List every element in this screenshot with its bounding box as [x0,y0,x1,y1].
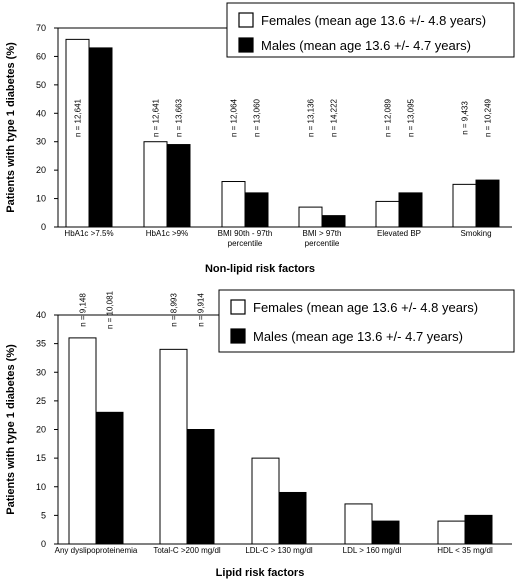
category-label: HDL < 35 mg/dl [437,546,493,555]
legend-box [218,289,515,353]
category-label: HbA1c >9% [146,229,188,238]
bar-males [95,411,124,545]
bar-females [159,348,188,545]
category-label: percentile [305,239,340,248]
n-label: n = 9,148 [79,293,88,327]
bar-females [68,337,97,545]
y-tick-label: 40 [36,108,46,118]
n-label: n = 12,641 [74,98,83,137]
legend-box [226,2,515,58]
bar-males [278,491,307,545]
n-label: n = 9,914 [197,293,206,327]
y-tick-label: 30 [36,137,46,147]
y-tick-label: 0 [41,222,46,232]
y-tick-label: 20 [36,165,46,175]
bar-females [221,181,246,228]
bar-females [251,457,280,545]
category-label: HbA1c >7.5% [64,229,113,238]
n-label: n = 10,081 [106,290,115,329]
n-label: n = 13,663 [175,98,184,137]
n-label: n = 13,136 [307,98,316,137]
x-axis-title: Lipid risk factors [216,567,305,579]
bar-males [475,179,500,228]
y-tick-label: 60 [36,51,46,61]
n-label: n = 13,663 [97,98,106,137]
n-label: n = 12,641 [152,98,161,137]
legend: Females (mean age 13.6 +/- 4.8 years) Mal… [218,289,515,353]
chart-panel-1: 0 10 20 30 40 50 60 70 Patients with type 1 diab… [5,2,515,275]
bar-males [398,192,423,228]
category-label: Smoking [460,229,491,238]
y-tick-label: 40 [36,310,46,320]
y-tick-label: 10 [36,482,46,492]
bar-females [298,206,323,228]
n-label: n = 8,993 [170,293,179,327]
bar-males [186,429,215,545]
bar-females [344,503,373,545]
n-label: n = 13,095 [407,98,416,137]
bar-females [452,183,477,228]
n-label: n = 12,064 [230,98,239,137]
bar-males [88,47,113,228]
y-tick-label: 50 [36,80,46,90]
legend-label: Males (mean age 13.6 +/- 4.7 years) [253,329,463,344]
legend-swatch-males [230,328,246,344]
legend-label: Females (mean age 13.6 +/- 4.8 years) [261,13,486,28]
bar-males [244,192,269,228]
category-label: percentile [228,239,263,248]
legend-swatch-females [230,299,246,315]
x-axis-title: Non-lipid risk factors [205,263,315,275]
category-label: BMI 90th - 97th [218,229,273,238]
y-tick-label: 10 [36,194,46,204]
legend-label: Males (mean age 13.6 +/- 4.7 years) [261,38,471,53]
legend-swatch-females [238,12,254,28]
bar-males [371,520,400,545]
category-label: Any dyslipoproteinemia [55,546,138,555]
chart-panel-2: 0 5 10 15 20 25 30 35 40 Patients with type 1 dia… [5,289,515,579]
y-tick-label: 20 [36,425,46,435]
n-label: n = 9,433 [461,101,470,135]
legend: Females (mean age 13.6 +/- 4.8 years) Mal… [226,2,515,58]
y-tick-label: 0 [41,539,46,549]
legend-swatch-males [238,37,254,53]
category-label: Total-C >200 mg/dl [153,546,221,555]
category-label: LDL > 160 mg/dl [343,546,402,555]
bar-females [143,141,168,228]
y-axis-title: Patients with type 1 diabetes (%) [5,42,17,213]
y-tick-label: 30 [36,367,46,377]
y-tick-label: 70 [36,23,46,33]
y-tick-label: 35 [36,339,46,349]
bar-males [321,215,346,228]
legend-label: Females (mean age 13.6 +/- 4.8 years) [253,300,478,315]
bar-males [166,144,191,228]
y-axis-title: Patients with type 1 diabetes (%) [5,344,17,515]
bar-females [437,520,466,545]
y-tick-label: 25 [36,396,46,406]
y-tick-label: 5 [41,510,46,520]
y-tick-label: 15 [36,453,46,463]
n-label: n = 12,089 [384,98,393,137]
category-label: BMI > 97th [303,229,342,238]
bar-females [375,200,400,228]
bar-males [464,514,493,545]
category-label: Elevated BP [377,229,421,238]
category-label: LDL-C > 130 mg/dl [245,546,313,555]
n-label: n = 10,249 [484,98,493,137]
n-label: n = 14,222 [330,98,339,137]
n-label: n = 13,060 [253,98,262,137]
